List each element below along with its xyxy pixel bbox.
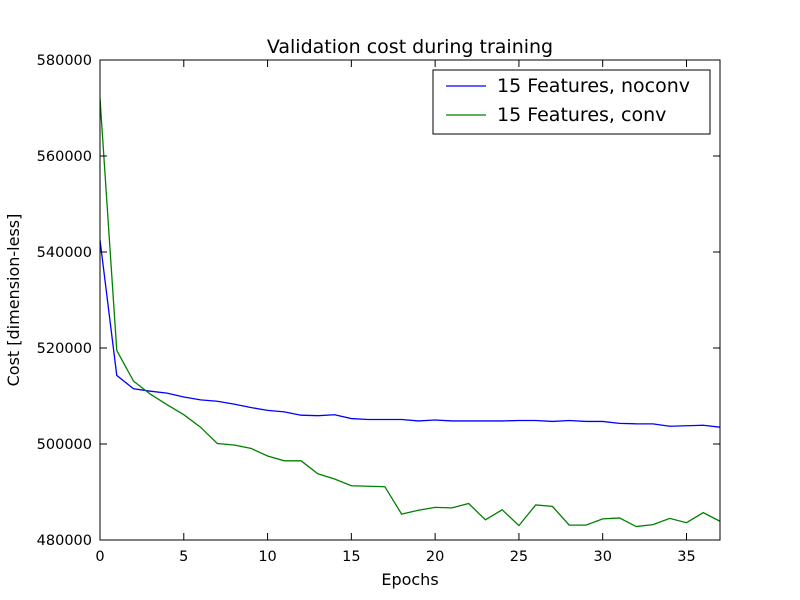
y-axis: 480000 500000 520000 540000 560000 580000 <box>37 53 720 549</box>
series-line-1 <box>100 98 720 528</box>
x-tick-label: 20 <box>426 549 444 565</box>
legend-label-conv: 15 Features, conv <box>497 104 666 126</box>
series-line-0 <box>100 239 720 428</box>
legend: 15 Features, noconv 15 Features, conv <box>432 69 711 135</box>
legend-frame <box>432 69 711 135</box>
x-tick-label: 35 <box>677 549 695 565</box>
legend-label-noconv: 15 Features, noconv <box>497 75 690 97</box>
y-tick-label: 500000 <box>37 437 92 453</box>
x-tick-label: 5 <box>179 549 188 565</box>
x-tick-label: 10 <box>258 549 276 565</box>
x-tick-label: 30 <box>593 549 611 565</box>
y-axis-label: Cost [dimension-less] <box>4 214 23 387</box>
x-tick-label: 0 <box>95 549 104 565</box>
x-axis: 0 5 10 15 20 25 30 35 <box>95 60 696 565</box>
series-layer <box>100 98 720 528</box>
x-tick-label: 25 <box>510 549 528 565</box>
y-tick-label: 580000 <box>37 53 92 69</box>
x-axis-label: Epochs <box>381 570 438 589</box>
y-tick-label: 540000 <box>37 245 92 261</box>
chart-title: Validation cost during training <box>267 36 553 58</box>
plot-frame <box>99 59 721 541</box>
y-tick-label: 560000 <box>37 149 92 165</box>
plot-area <box>100 98 720 528</box>
x-tick-label: 15 <box>342 549 360 565</box>
y-tick-label: 480000 <box>37 533 92 549</box>
y-tick-label: 520000 <box>37 341 92 357</box>
